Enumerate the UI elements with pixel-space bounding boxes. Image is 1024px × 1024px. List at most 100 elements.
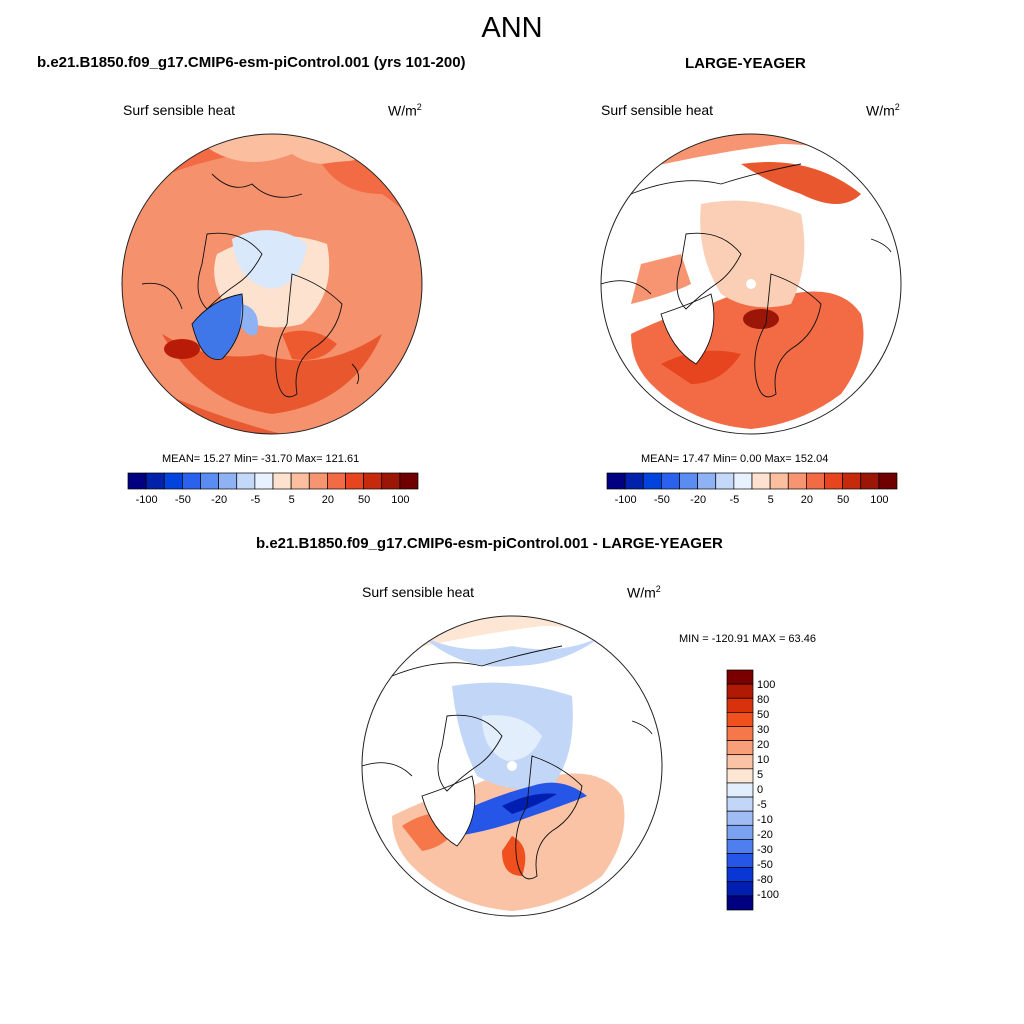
colorbar-tick-label: 100: [757, 679, 776, 691]
panel1-colorbar-labels: -100 -50 -20 -5 5 20 50 100: [128, 494, 418, 508]
colorbar-swatch: [642, 472, 662, 490]
colorbar-tick-label: 0: [757, 784, 764, 796]
colorbar-swatch: [806, 472, 825, 490]
panel3-colorbar: 100 80 50 30 20 10 5 0 -5 -10 -20 -30 -50 -80 -100: [726, 669, 807, 911]
colorbar-swatch: [726, 740, 754, 756]
colorbar-swatch: [697, 472, 717, 490]
panel3-stats: MIN = -120.91 MAX = 63.46: [679, 633, 816, 645]
colorbar-tick-label: -100: [757, 889, 780, 901]
colorbar-tick-label: 5: [757, 769, 764, 781]
map1-arctic-ocean: [232, 230, 307, 289]
colorbar-tick-label: -50: [757, 859, 773, 871]
panel2-units: W/m2: [866, 102, 900, 119]
map-panel3: [361, 615, 663, 917]
colorbar-swatch: [726, 683, 754, 699]
colorbar-swatch: [715, 472, 735, 490]
colorbar-tick-label: -5: [729, 494, 740, 506]
colorbar-tick-label: 50: [757, 709, 770, 721]
colorbar-swatch: [751, 472, 771, 490]
colorbar-swatch: [726, 824, 754, 840]
colorbar-tick-label: -50: [174, 494, 191, 506]
colorbar-swatch: [726, 712, 754, 727]
colorbar-tick-label: -20: [211, 494, 228, 506]
colorbar-tick-label: 5: [288, 494, 295, 506]
panel1-stats: MEAN= 15.27 Min= -31.70 Max= 121.61: [162, 453, 360, 465]
colorbar-tick-label: 50: [358, 494, 371, 506]
colorbar-swatch: [842, 472, 862, 490]
panel3-variable: Surf sensible heat: [362, 584, 475, 600]
map1-hotspot: [164, 339, 200, 359]
colorbar-swatch: [726, 726, 754, 741]
colorbar-tick-label: 20: [757, 739, 770, 751]
colorbar-swatch: [733, 472, 753, 490]
colorbar-swatch: [726, 867, 754, 883]
panel3-case-title: b.e21.B1850.f09_g17.CMIP6-esm-piControl.…: [256, 535, 723, 552]
colorbar-swatch: [726, 768, 754, 784]
colorbar-swatch: [236, 472, 256, 490]
colorbar-tick-label: 20: [800, 494, 813, 506]
colorbar-tick-label: -20: [690, 494, 707, 506]
colorbar-swatch: [290, 472, 310, 490]
panel1-case-title: b.e21.B1850.f09_g17.CMIP6-esm-piControl.…: [37, 54, 466, 71]
map1-greenland: [192, 294, 243, 360]
colorbar-tick-label: -100: [135, 494, 158, 506]
colorbar-tick-label: -50: [653, 494, 670, 506]
colorbar-tick-label: -5: [757, 799, 767, 811]
colorbar-swatch: [726, 697, 754, 713]
colorbar-tick-label: -10: [757, 814, 773, 826]
colorbar-tick-label: -80: [757, 874, 773, 886]
colorbar-swatch: [726, 669, 754, 685]
colorbar-swatch: [145, 472, 165, 490]
colorbar-swatch: [726, 782, 754, 798]
colorbar-swatch: [661, 472, 680, 490]
map2-arctic-ocean: [700, 200, 805, 308]
colorbar-swatch: [327, 472, 346, 490]
colorbar-swatch: [218, 472, 238, 490]
colorbar-swatch: [860, 472, 880, 490]
colorbar-swatch: [679, 472, 698, 490]
panel2-colorbar-labels: -100 -50 -20 -5 5 20 50 100: [607, 494, 897, 508]
panel1-variable: Surf sensible heat: [123, 102, 236, 118]
colorbar-swatch: [200, 472, 219, 490]
colorbar-swatch: [726, 895, 754, 911]
colorbar-swatch: [726, 754, 754, 770]
colorbar-swatch: [726, 810, 754, 826]
colorbar-swatch: [726, 796, 754, 812]
map-panel1: [121, 133, 423, 435]
colorbar-swatch: [769, 472, 789, 490]
colorbar-swatch: [163, 472, 183, 490]
panel1-units: W/m2: [388, 102, 422, 119]
colorbar-tick-label: 100: [870, 494, 889, 506]
colorbar-swatch: [127, 472, 147, 490]
vertical-colorbar-swatches: [726, 669, 754, 911]
colorbar-tick-label: -30: [757, 844, 773, 856]
figure-title: ANN: [481, 12, 543, 44]
colorbar-swatch: [308, 472, 328, 490]
colorbar-tick-label: 100: [391, 494, 410, 506]
colorbar-tick-label: -100: [614, 494, 637, 506]
colorbar-swatch: [399, 472, 419, 490]
colorbar-tick-label: 5: [767, 494, 774, 506]
colorbar-swatch: [363, 472, 383, 490]
colorbar-swatch: [624, 472, 644, 490]
colorbar-swatch: [381, 472, 401, 490]
panel1-colorbar: [127, 472, 419, 490]
colorbar-swatch: [726, 853, 754, 868]
panel2-variable: Surf sensible heat: [601, 102, 714, 118]
colorbar-swatch: [726, 839, 754, 854]
colorbar-swatch: [182, 472, 201, 490]
panel2-colorbar: [606, 472, 898, 490]
colorbar-swatch: [824, 472, 843, 490]
colorbar-swatch: [272, 472, 292, 490]
colorbar-tick-label: 30: [757, 724, 770, 736]
colorbar-tick-label: -20: [757, 829, 773, 841]
colorbar-swatch: [345, 472, 364, 490]
colorbar-swatch: [254, 472, 274, 490]
panel2-stats: MEAN= 17.47 Min= 0.00 Max= 152.04: [641, 453, 829, 465]
colorbar-swatch: [787, 472, 807, 490]
colorbar-swatch: [726, 881, 754, 897]
colorbar-tick-label: 10: [757, 754, 770, 766]
colorbar-tick-label: 80: [757, 694, 770, 706]
colorbar-tick-label: 50: [837, 494, 850, 506]
map2-greenland: [661, 294, 714, 364]
